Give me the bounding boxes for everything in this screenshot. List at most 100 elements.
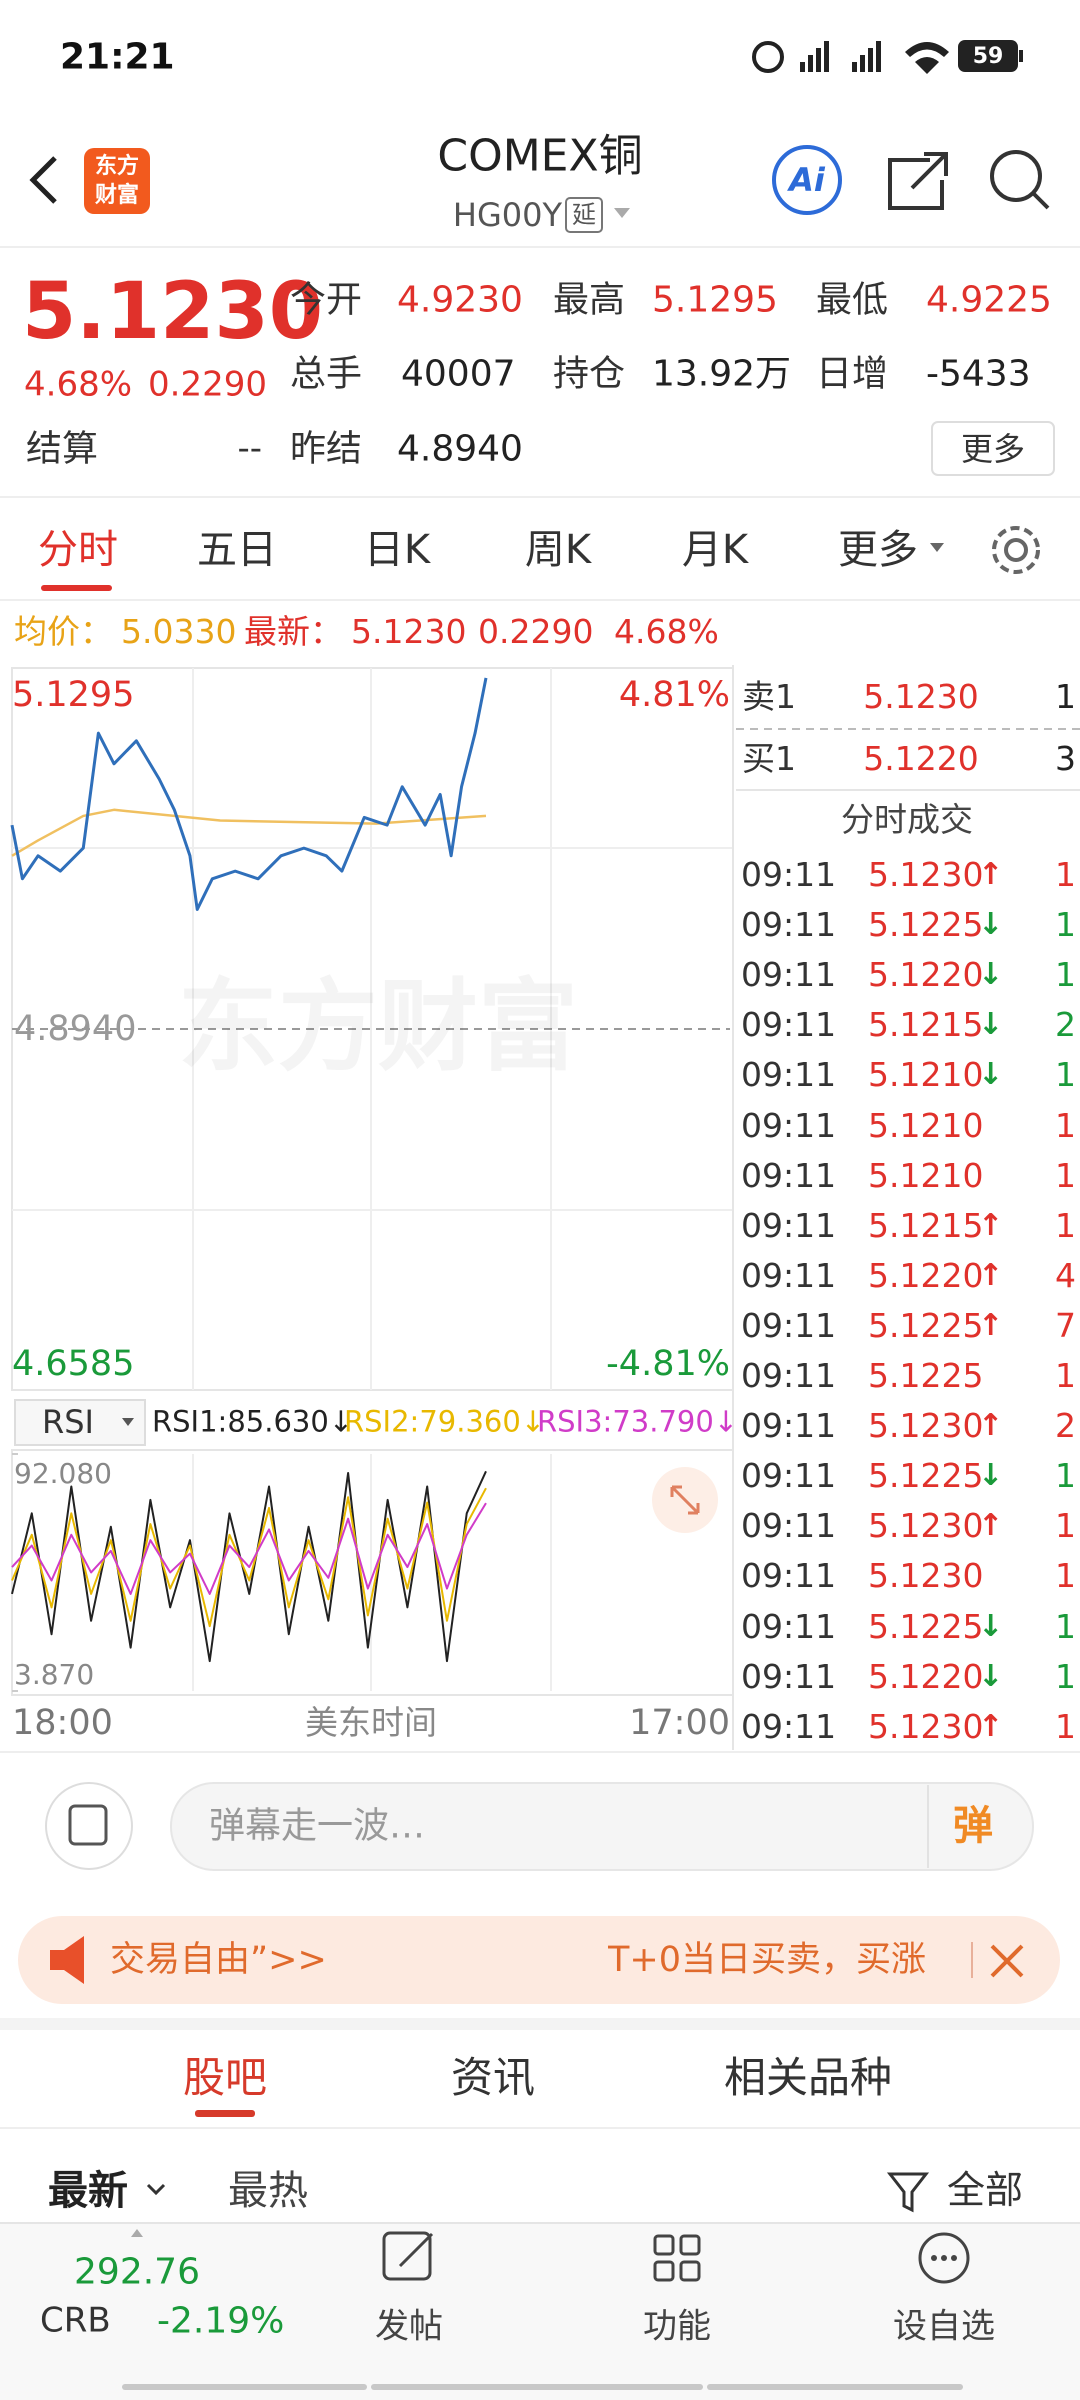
nav-item[interactable]: 发帖 xyxy=(375,2306,443,2347)
trade-volume: 1 xyxy=(1055,1105,1076,1145)
trade-volume: 4 xyxy=(1055,1256,1076,1295)
book-volume: 1 xyxy=(1055,677,1076,717)
settle-label: 结算 xyxy=(26,428,99,470)
trade-time: 09:11 xyxy=(741,1005,837,1045)
stat-label: 日增 xyxy=(816,353,889,395)
trade-time: 09:11 xyxy=(741,1456,837,1496)
status-time: 21:21 xyxy=(60,36,175,78)
delay-tag: 延 xyxy=(572,200,596,229)
change: 0.2290 xyxy=(148,364,267,405)
nav-icons[interactable] xyxy=(382,2231,970,2284)
trade-price: 5.1230 xyxy=(868,855,984,895)
tab[interactable]: 分时 xyxy=(38,527,118,573)
book-price: 5.1230 xyxy=(863,677,979,717)
y-max-label: 5.1295 xyxy=(12,675,135,715)
nav-item[interactable]: 设自选 xyxy=(893,2306,995,2347)
book-price: 5.1220 xyxy=(863,739,979,779)
index-change: -2.19% xyxy=(157,2300,285,2342)
stat-value: -5433 xyxy=(926,353,1031,395)
tag-box xyxy=(565,197,603,233)
section-tab[interactable]: 资讯 xyxy=(450,2052,536,2102)
section-tab[interactable]: 相关品种 xyxy=(723,2052,893,2102)
rsi-line xyxy=(11,1487,487,1628)
megaphone xyxy=(50,1936,84,1984)
back-icon[interactable] xyxy=(29,156,57,204)
trade-arrow: ↑ xyxy=(978,1257,1004,1293)
stat-value: 13.92万 xyxy=(652,353,792,395)
banner[interactable] xyxy=(18,1916,1060,2004)
danmu-icon xyxy=(68,1804,108,1846)
search-icon[interactable] xyxy=(990,150,1050,210)
info-text: 5.0330 xyxy=(121,612,237,652)
tab[interactable]: 月K xyxy=(681,527,749,573)
trade-price: 5.1225 xyxy=(868,1456,984,1496)
share-icon[interactable] xyxy=(888,152,948,210)
rsi-selector[interactable] xyxy=(14,1399,146,1446)
avg-line xyxy=(11,808,487,857)
change-pct: 4.68% xyxy=(24,364,133,405)
trade-price: 5.1225 xyxy=(868,1306,984,1346)
x-label: 17:00 xyxy=(629,1703,730,1743)
index-name: CRB xyxy=(40,2300,111,2341)
stat-value: 4.8940 xyxy=(397,428,523,470)
danmu-button: 弹 xyxy=(953,1803,993,1849)
trade-arrow: ↓ xyxy=(978,1007,1004,1043)
nav-item[interactable]: 功能 xyxy=(643,2306,711,2347)
book-volume: 3 xyxy=(1055,739,1076,779)
logo xyxy=(84,148,150,214)
sort-chevron[interactable] xyxy=(146,2183,166,2196)
trade-volume: 2 xyxy=(1055,1005,1076,1045)
banner-close[interactable] xyxy=(990,1944,1024,1978)
settings-icon[interactable] xyxy=(992,526,1040,574)
trade-volume: 1 xyxy=(1055,1706,1076,1746)
battery-level: 59 xyxy=(972,43,1004,69)
trade-time: 09:11 xyxy=(741,905,837,945)
trade-time: 09:11 xyxy=(741,1356,837,1396)
tab-underline xyxy=(41,585,112,591)
trade-price: 5.1220 xyxy=(868,1656,984,1696)
nav-dots xyxy=(931,2255,957,2261)
logo-text: 东方 xyxy=(94,153,140,179)
stat-label: 昨结 xyxy=(290,428,363,470)
tab[interactable]: 更多 xyxy=(838,527,918,573)
trade-time: 09:11 xyxy=(741,1256,837,1295)
y-min-label: 4.6585 xyxy=(12,1344,135,1384)
trade-volume: 1 xyxy=(1055,855,1076,895)
danmu-input[interactable] xyxy=(170,1782,1034,1871)
stat-value: 4.9225 xyxy=(926,279,1052,321)
stat-label: 最低 xyxy=(816,279,889,321)
section-tab[interactable]: 股吧 xyxy=(182,2052,268,2102)
stat-label: 持仓 xyxy=(553,353,626,395)
tab-dropdown xyxy=(930,543,944,552)
filter-latest: 最新 xyxy=(48,2168,128,2214)
trade-volume: 1 xyxy=(1055,1556,1076,1596)
banner-left: 交易自由”>> xyxy=(110,1940,327,1980)
page-title: COMEX铜 xyxy=(437,130,643,182)
dropdown-icon[interactable] xyxy=(614,208,630,218)
info-text: 4.68% xyxy=(614,612,719,652)
info-text: 均价： xyxy=(14,612,113,652)
book-side: 卖1 xyxy=(742,677,796,717)
more-button[interactable] xyxy=(931,421,1055,476)
tab[interactable]: 日K xyxy=(363,527,431,573)
tab[interactable]: 五日 xyxy=(197,527,277,573)
trade-time: 09:11 xyxy=(741,1706,837,1746)
bottom-nav xyxy=(0,2223,1080,2400)
filter-all: 全部 xyxy=(947,2168,1024,2213)
trade-price: 5.1220 xyxy=(868,1256,984,1295)
filter-icon[interactable] xyxy=(886,2172,930,2213)
trade-time: 09:11 xyxy=(741,1055,837,1095)
ai-icon[interactable] xyxy=(772,145,842,215)
status-icons xyxy=(752,40,1023,74)
banner-right: T+0当日买卖，买涨 xyxy=(608,1940,926,1980)
tab[interactable]: 周K xyxy=(524,527,592,573)
trade-volume: 1 xyxy=(1055,1456,1076,1496)
danmu-toggle[interactable] xyxy=(45,1782,133,1870)
trade-arrow: ↑ xyxy=(978,1408,1004,1444)
last-price: 5.1230 xyxy=(22,267,323,358)
index-caret xyxy=(131,2229,143,2237)
y-max-pct: 4.81% xyxy=(618,675,730,715)
trade-price: 5.1210 xyxy=(868,1055,984,1095)
stat-label: 最高 xyxy=(553,279,626,321)
